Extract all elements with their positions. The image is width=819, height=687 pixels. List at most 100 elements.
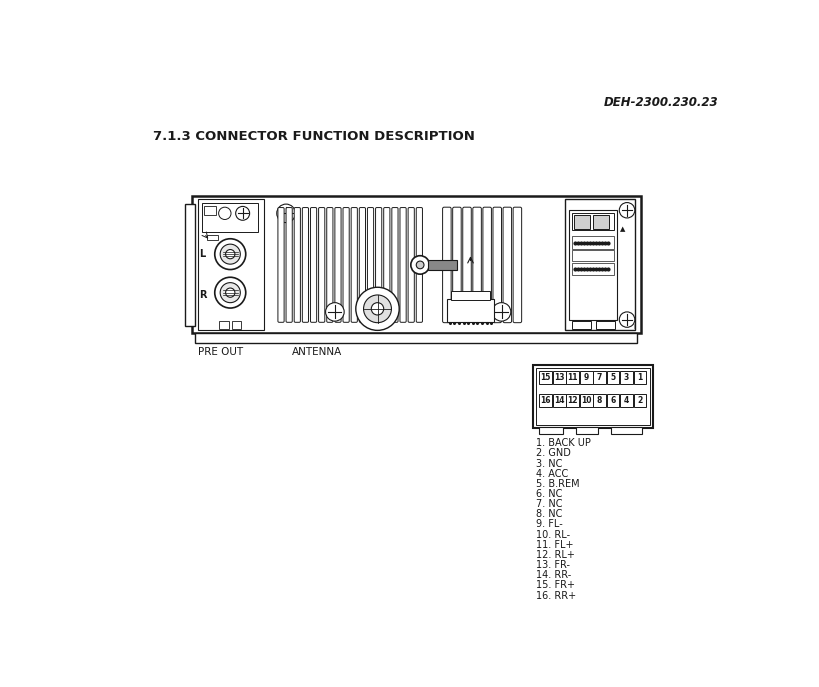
Bar bbox=[572, 236, 614, 249]
FancyBboxPatch shape bbox=[351, 207, 357, 322]
Text: 5: 5 bbox=[611, 373, 616, 382]
FancyBboxPatch shape bbox=[391, 207, 398, 322]
Circle shape bbox=[411, 256, 429, 274]
Text: 16: 16 bbox=[541, 396, 551, 405]
Bar bbox=[536, 368, 650, 425]
Text: 4: 4 bbox=[624, 396, 629, 405]
Circle shape bbox=[355, 287, 399, 330]
FancyBboxPatch shape bbox=[408, 207, 414, 322]
Circle shape bbox=[371, 303, 383, 315]
Text: 13. FR-: 13. FR- bbox=[536, 560, 569, 570]
Text: 11. FL+: 11. FL+ bbox=[536, 540, 573, 550]
FancyBboxPatch shape bbox=[416, 207, 423, 322]
Text: 15: 15 bbox=[541, 373, 551, 382]
Bar bbox=[553, 371, 566, 384]
Bar bbox=[197, 199, 264, 330]
Text: 15. FR+: 15. FR+ bbox=[536, 581, 575, 590]
Text: 9: 9 bbox=[584, 373, 589, 382]
Bar bbox=[451, 291, 490, 300]
Circle shape bbox=[225, 288, 235, 297]
Text: 9. FL-: 9. FL- bbox=[536, 519, 563, 530]
FancyBboxPatch shape bbox=[278, 207, 284, 322]
Bar bbox=[232, 321, 241, 329]
FancyBboxPatch shape bbox=[503, 207, 512, 323]
Text: PRE OUT: PRE OUT bbox=[197, 346, 242, 357]
Bar bbox=[204, 205, 215, 215]
FancyBboxPatch shape bbox=[286, 207, 292, 322]
Bar bbox=[573, 215, 590, 229]
FancyBboxPatch shape bbox=[294, 207, 301, 322]
Bar bbox=[192, 196, 641, 333]
Circle shape bbox=[416, 261, 424, 269]
Circle shape bbox=[326, 303, 344, 321]
FancyBboxPatch shape bbox=[442, 207, 451, 323]
Text: 16. RR+: 16. RR+ bbox=[536, 591, 576, 600]
Bar bbox=[611, 427, 642, 434]
Text: 3. NC: 3. NC bbox=[536, 458, 562, 469]
Bar bbox=[447, 299, 494, 322]
FancyBboxPatch shape bbox=[343, 207, 349, 322]
Text: 2. GND: 2. GND bbox=[536, 449, 571, 458]
Text: 12. RL+: 12. RL+ bbox=[536, 550, 574, 560]
Bar bbox=[634, 394, 646, 407]
Circle shape bbox=[236, 206, 250, 221]
Text: 14: 14 bbox=[554, 396, 564, 405]
Bar bbox=[201, 203, 258, 232]
Bar bbox=[607, 371, 619, 384]
Bar bbox=[207, 235, 218, 240]
Text: 10: 10 bbox=[581, 396, 591, 405]
FancyBboxPatch shape bbox=[473, 207, 482, 323]
FancyBboxPatch shape bbox=[453, 207, 461, 323]
Bar bbox=[634, 371, 646, 384]
Text: ▲: ▲ bbox=[620, 226, 625, 232]
FancyBboxPatch shape bbox=[400, 207, 406, 322]
Circle shape bbox=[215, 278, 246, 308]
Text: i: i bbox=[634, 324, 636, 330]
Bar bbox=[593, 215, 609, 229]
Bar bbox=[572, 214, 614, 230]
FancyBboxPatch shape bbox=[383, 207, 390, 322]
Circle shape bbox=[277, 204, 296, 223]
Bar bbox=[567, 394, 579, 407]
Bar bbox=[185, 204, 195, 326]
Text: 6: 6 bbox=[610, 396, 616, 405]
Text: L: L bbox=[199, 249, 206, 259]
Bar bbox=[533, 365, 654, 428]
Circle shape bbox=[220, 244, 240, 264]
FancyBboxPatch shape bbox=[335, 207, 341, 322]
FancyBboxPatch shape bbox=[302, 207, 309, 322]
Bar bbox=[572, 262, 614, 275]
FancyBboxPatch shape bbox=[463, 207, 471, 323]
Bar bbox=[219, 321, 229, 329]
Circle shape bbox=[215, 239, 246, 269]
Text: DEH-2300.230.23: DEH-2300.230.23 bbox=[604, 96, 718, 109]
Bar bbox=[580, 394, 593, 407]
Bar bbox=[540, 394, 552, 407]
FancyBboxPatch shape bbox=[319, 207, 325, 322]
Bar bbox=[553, 394, 566, 407]
FancyBboxPatch shape bbox=[493, 207, 501, 323]
Text: 8: 8 bbox=[597, 396, 602, 405]
Text: 4. ACC: 4. ACC bbox=[536, 469, 568, 479]
Circle shape bbox=[619, 203, 635, 218]
Bar bbox=[540, 371, 552, 384]
Text: 14. RR-: 14. RR- bbox=[536, 570, 571, 581]
Text: 13: 13 bbox=[554, 373, 564, 382]
Text: 6. NC: 6. NC bbox=[536, 489, 562, 499]
Text: 3: 3 bbox=[624, 373, 629, 382]
FancyBboxPatch shape bbox=[483, 207, 491, 323]
Bar bbox=[428, 260, 457, 269]
FancyBboxPatch shape bbox=[514, 207, 522, 323]
Bar bbox=[593, 394, 606, 407]
Text: 12: 12 bbox=[568, 396, 578, 405]
Circle shape bbox=[225, 249, 235, 259]
FancyBboxPatch shape bbox=[368, 207, 373, 322]
Text: 2: 2 bbox=[637, 396, 643, 405]
Text: 5. B.REM: 5. B.REM bbox=[536, 479, 579, 489]
Text: 11: 11 bbox=[568, 373, 578, 382]
Circle shape bbox=[219, 207, 231, 220]
Text: 1: 1 bbox=[637, 373, 643, 382]
FancyBboxPatch shape bbox=[327, 207, 333, 322]
Text: 7.1.3 CONNECTOR FUNCTION DESCRIPTION: 7.1.3 CONNECTOR FUNCTION DESCRIPTION bbox=[153, 130, 475, 143]
Text: 7: 7 bbox=[597, 373, 602, 382]
